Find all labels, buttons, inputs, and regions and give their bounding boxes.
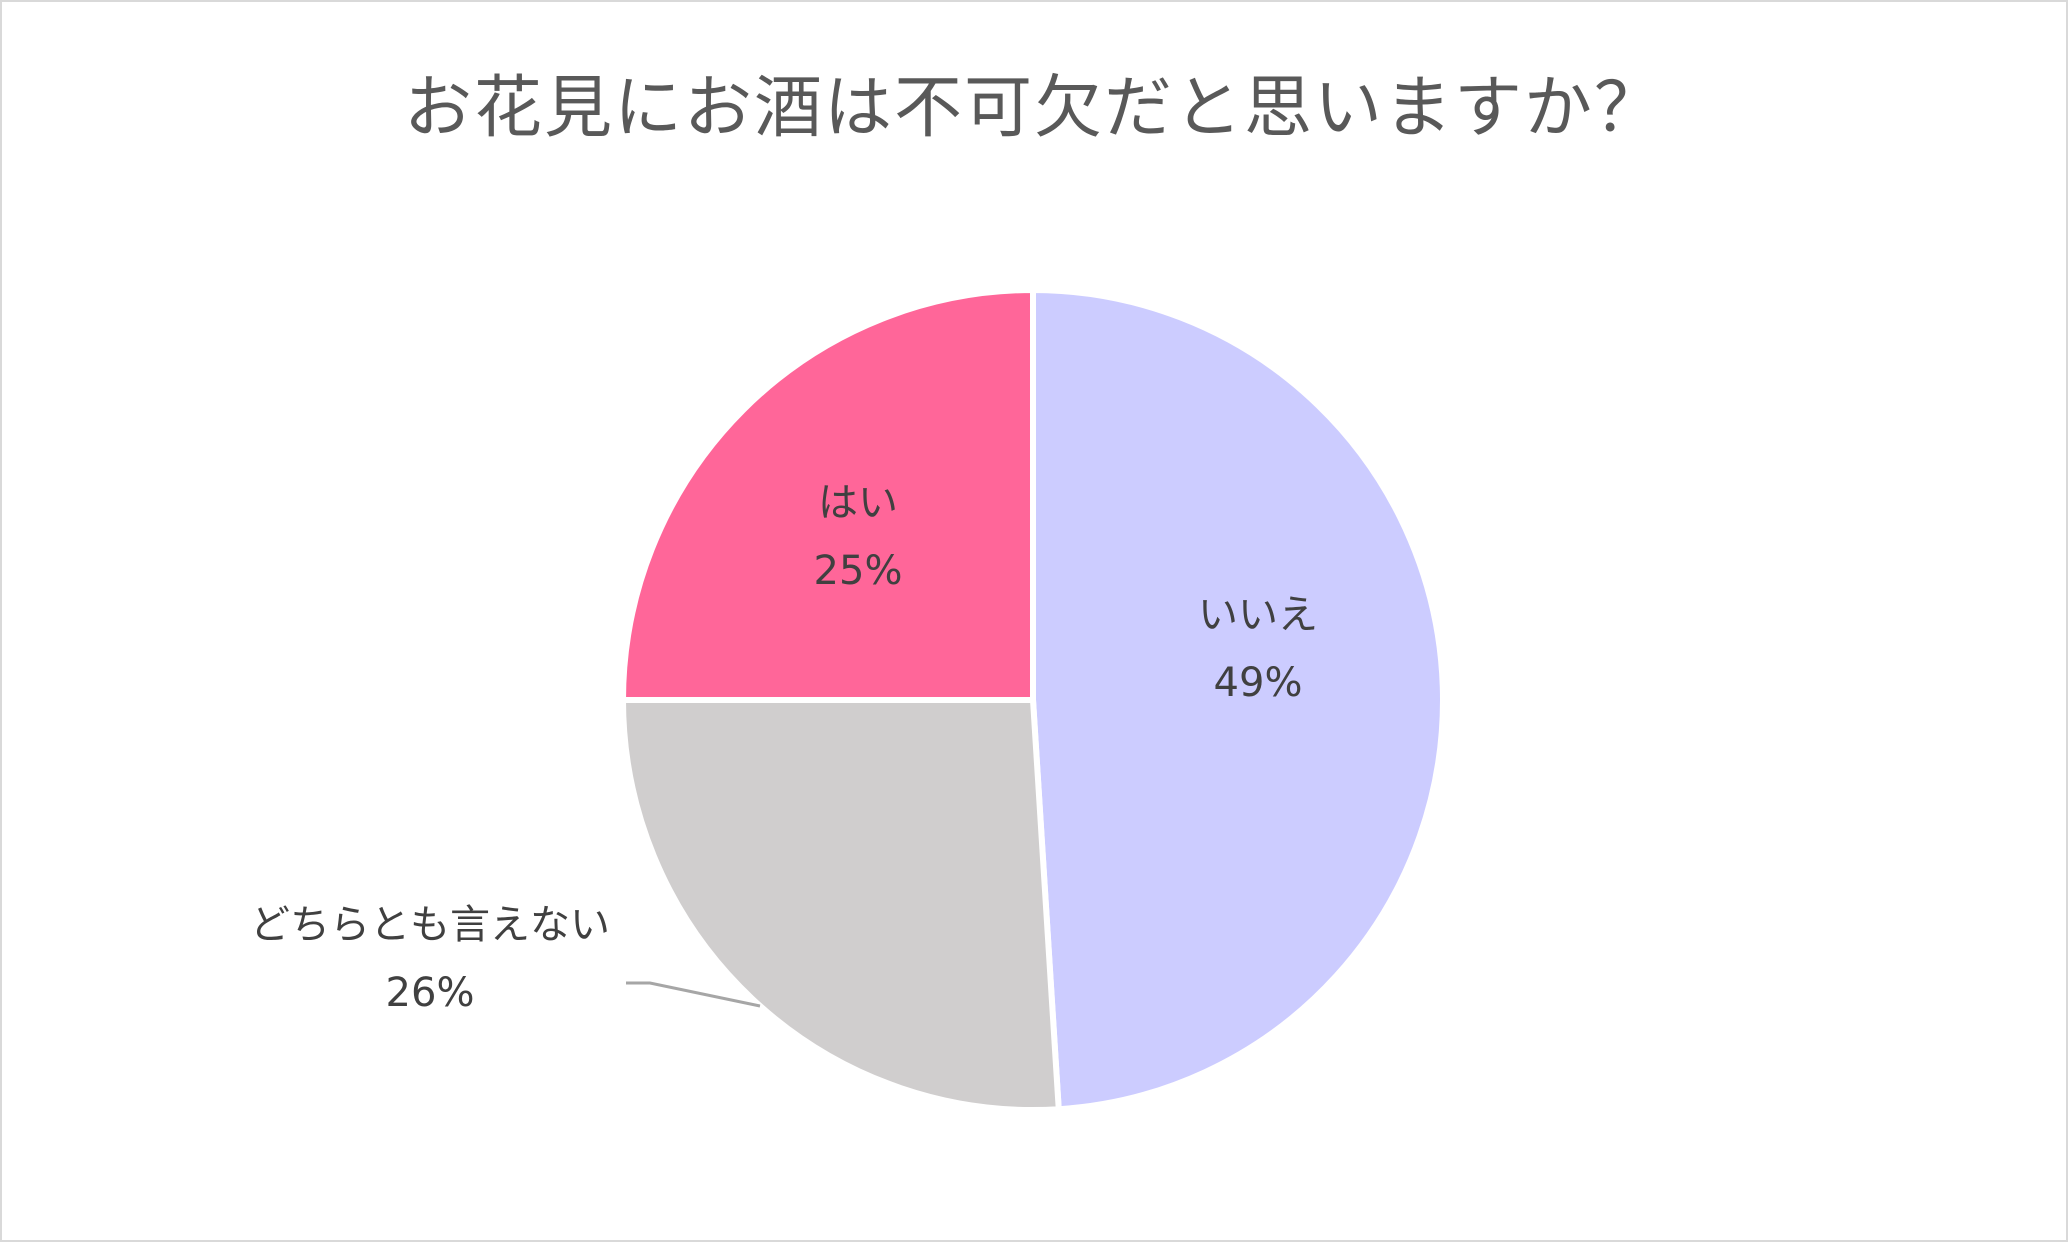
slice-label-2: どちらとも言えない <box>250 902 610 948</box>
pie-slice-2 <box>620 697 1062 1113</box>
slice-value-label-2: 26% <box>386 970 475 1016</box>
leader-line <box>626 981 761 1008</box>
slice-value-label-1: 49% <box>1214 660 1303 706</box>
pie-slice-1 <box>1030 287 1446 1113</box>
pie-slice-3 <box>620 287 1036 703</box>
slice-value-label-3: 25% <box>814 548 903 594</box>
chart-title: お花見にお酒は不可欠だと思いますか？ <box>403 69 1664 148</box>
slice-label-1: いいえ <box>1198 592 1318 638</box>
slice-label-3: はい <box>818 480 898 526</box>
